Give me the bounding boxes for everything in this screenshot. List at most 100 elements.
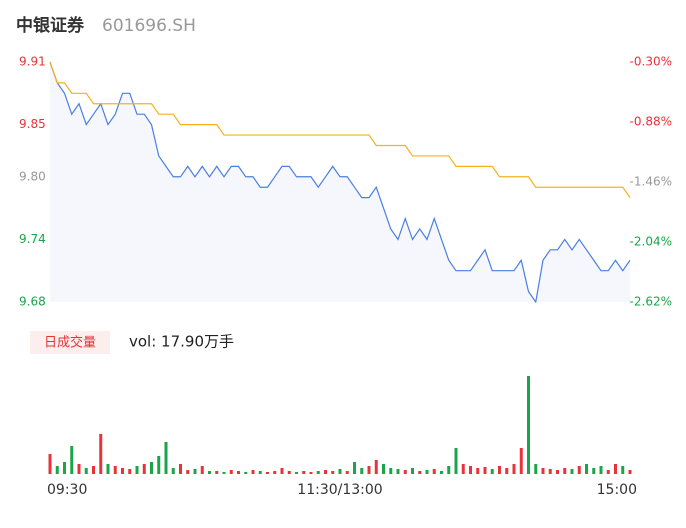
y2-tick-label: -2.04% [630, 235, 672, 249]
volume-bar [570, 469, 574, 474]
volume-bar [106, 464, 110, 474]
volume-bar [585, 464, 588, 474]
volume-bar [374, 460, 378, 474]
volume-bar [389, 468, 393, 474]
y-tick-label: 9.74 [19, 232, 46, 246]
volume-bar [599, 466, 603, 474]
volume-bar [592, 468, 596, 474]
volume-bar [164, 442, 168, 474]
volume-bar [302, 471, 306, 474]
y-tick-label: 9.91 [19, 55, 46, 69]
y2-tick-label: -0.88% [630, 115, 672, 129]
volume-bar [512, 464, 516, 474]
volume-badge [30, 331, 110, 354]
volume-bar [403, 470, 407, 474]
stock-code: 601696.SH [102, 16, 196, 36]
volume-bar [280, 468, 284, 474]
volume-bar [157, 456, 161, 474]
volume-bar [215, 471, 219, 474]
x-tick-label: 11:30/13:00 [297, 482, 382, 498]
volume-bar [338, 469, 342, 474]
volume-bar [244, 472, 248, 474]
volume-bar [258, 471, 262, 474]
volume-bar [476, 468, 480, 474]
average-line [49, 61, 631, 198]
volume-bar [353, 462, 356, 474]
volume-bar [367, 466, 371, 474]
volume-bar [519, 448, 523, 474]
volume-bar [345, 471, 349, 474]
volume-bar [563, 468, 567, 474]
volume-bar [556, 470, 559, 474]
volume-bar [469, 466, 472, 474]
volume-bar [208, 471, 211, 474]
volume-bar [360, 468, 364, 474]
volume-bar [316, 471, 320, 474]
volume-bar [55, 466, 59, 474]
volume-bar [251, 470, 255, 474]
volume-bar [614, 464, 617, 474]
volume-bar [534, 464, 538, 474]
volume-bar [273, 471, 277, 474]
volume-bar [309, 472, 313, 474]
volume-bar [440, 471, 443, 474]
volume-bar [295, 472, 298, 474]
volume-bar [150, 462, 153, 474]
x-tick-label: 15:00 [597, 482, 637, 498]
volume-bar [418, 471, 422, 474]
volume-total: vol: 17.90万手 [129, 333, 234, 351]
y2-tick-label: -0.30% [630, 55, 672, 69]
volume-bar [135, 466, 139, 474]
volume-bar [396, 469, 400, 474]
stock-name: 中银证券 [16, 15, 85, 36]
volume-bar [229, 470, 233, 474]
volume-bar [113, 466, 117, 474]
volume-bar [331, 471, 335, 474]
price-area [50, 62, 630, 302]
volume-bar [425, 470, 429, 474]
volume-bar [447, 466, 451, 474]
y2-tick-label: -2.62% [630, 295, 672, 309]
volume-bar [411, 468, 414, 474]
volume-bar [63, 462, 66, 474]
volume-bar [222, 472, 226, 474]
price-line [49, 61, 631, 304]
volume-bar [99, 434, 103, 474]
y-tick-label: 9.85 [19, 117, 46, 131]
volume-bar [84, 468, 88, 474]
volume-bar [628, 470, 632, 474]
volume-bar [548, 469, 552, 474]
volume-bar [606, 470, 610, 474]
volume-bar [200, 466, 204, 474]
y2-tick-label: -1.46% [630, 175, 672, 189]
volume-bar [490, 469, 494, 474]
volume-bar [324, 470, 327, 474]
volume-bar [142, 464, 146, 474]
volume-bar [287, 471, 291, 474]
volume-bar [498, 466, 501, 474]
volume-bar [577, 466, 581, 474]
volume-bar [70, 446, 74, 474]
volume-bar [179, 464, 182, 474]
volume-badge-label: 日成交量 [44, 335, 96, 351]
volume-bar [382, 464, 385, 474]
volume-bar [527, 376, 530, 474]
volume-bar [461, 464, 465, 474]
y-tick-label: 9.68 [19, 295, 46, 309]
volume-bar [621, 466, 625, 474]
volume-bar [128, 469, 132, 474]
volume-bar [92, 466, 95, 474]
volume-bar [505, 468, 509, 474]
volume-bar [193, 469, 197, 474]
volume-bar [237, 471, 240, 474]
volume-bar [171, 468, 175, 474]
volume-bar [186, 470, 190, 474]
y-tick-label: 9.80 [19, 169, 46, 183]
volume-bar [541, 468, 545, 474]
volume-bar [121, 468, 124, 474]
volume-bar [483, 467, 487, 474]
volume-bar [432, 469, 436, 474]
x-tick-label: 09:30 [47, 482, 87, 498]
